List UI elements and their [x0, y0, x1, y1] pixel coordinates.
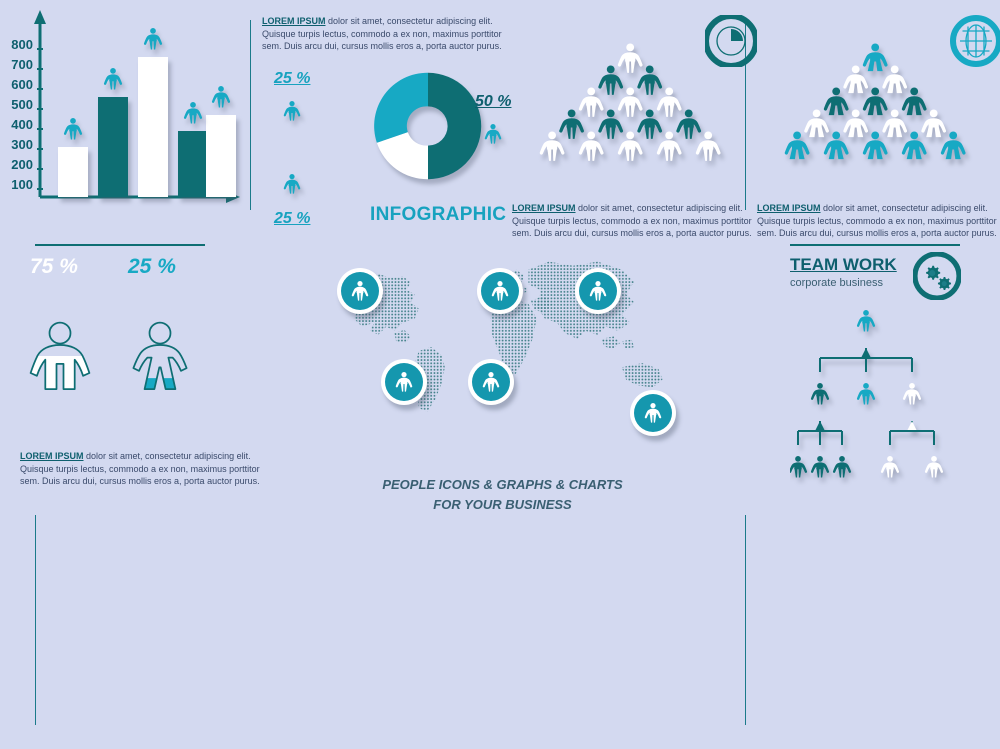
- svg-text:200: 200: [11, 157, 33, 172]
- svg-text:700: 700: [11, 57, 33, 72]
- svg-text:100: 100: [11, 177, 33, 192]
- svg-text:300: 300: [11, 137, 33, 152]
- svg-text:800: 800: [11, 37, 33, 52]
- svg-text:500: 500: [11, 97, 33, 112]
- svg-text:400: 400: [11, 117, 33, 132]
- svg-text:600: 600: [11, 77, 33, 92]
